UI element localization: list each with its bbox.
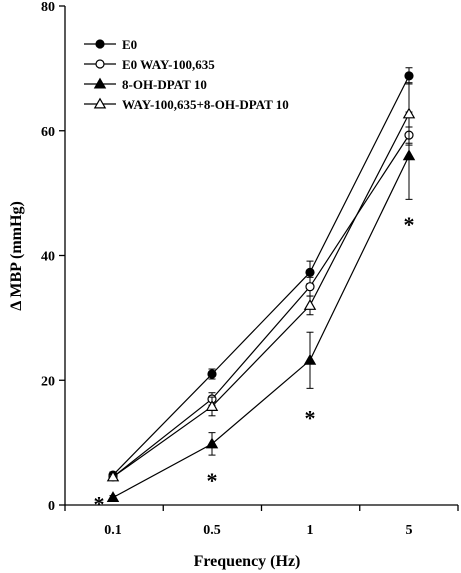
- legend-item: E0 WAY-100,635: [84, 57, 215, 72]
- y-tick-label: 40: [41, 250, 55, 265]
- legend-label: 8-OH-DPAT 10: [122, 77, 207, 92]
- y-tick-label: 20: [41, 374, 55, 389]
- data-point: [205, 437, 219, 449]
- data-point: [404, 71, 414, 81]
- data-point: [303, 353, 317, 365]
- data-point: [205, 400, 219, 411]
- x-axis-title: Frequency (Hz): [194, 553, 301, 570]
- legend-marker: [93, 77, 107, 89]
- series-4: [106, 82, 416, 482]
- data-point: [106, 470, 120, 482]
- significance-asterisk: *: [404, 212, 415, 237]
- data-point: [402, 149, 416, 161]
- legend-marker: [95, 59, 105, 69]
- legend-marker: [93, 97, 107, 109]
- legend-item: WAY-100,635+8-OH-DPAT 10: [84, 97, 289, 112]
- series-layer: [106, 67, 416, 503]
- annotations: * * * *: [94, 212, 415, 516]
- y-tick-label: 0: [48, 499, 55, 514]
- series-line: [112, 113, 410, 478]
- significance-asterisk: *: [94, 492, 105, 517]
- legend-item: 8-OH-DPAT 10: [84, 77, 207, 92]
- series-line: [112, 155, 410, 499]
- series-2: [108, 126, 414, 482]
- legend: E0 E0 WAY-100,635 8-OH-DPAT 10 WAY-100,635+…: [84, 37, 289, 112]
- y-tick-label: 60: [41, 125, 55, 140]
- data-point: [207, 369, 217, 379]
- data-point: [303, 298, 317, 310]
- series-line: [112, 134, 410, 478]
- legend-label: E0: [122, 37, 137, 52]
- legend-item: E0: [84, 37, 137, 52]
- data-point: [402, 107, 416, 119]
- data-point: [106, 491, 120, 503]
- x-tick-label: 5: [406, 523, 413, 538]
- series-line: [112, 75, 410, 476]
- x-tick-label: 0.5: [203, 523, 221, 538]
- x-tick-label: 1: [307, 523, 314, 538]
- y-axis-title: Δ MBP (mmHg): [8, 201, 25, 311]
- x-tick-label: 0.1: [104, 523, 122, 538]
- axes: 0 20 40 60 80 0.1 0.5 1 5: [41, 0, 459, 538]
- data-point: [305, 267, 315, 277]
- legend-label: WAY-100,635+8-OH-DPAT 10: [122, 97, 289, 112]
- data-point: [305, 282, 315, 292]
- y-tick-label: 80: [41, 0, 55, 15]
- legend-marker: [95, 39, 105, 49]
- legend-label: E0 WAY-100,635: [122, 57, 215, 72]
- significance-asterisk: *: [305, 405, 316, 430]
- series-3: [106, 111, 416, 503]
- significance-asterisk: *: [207, 468, 218, 493]
- series-1: [108, 67, 414, 480]
